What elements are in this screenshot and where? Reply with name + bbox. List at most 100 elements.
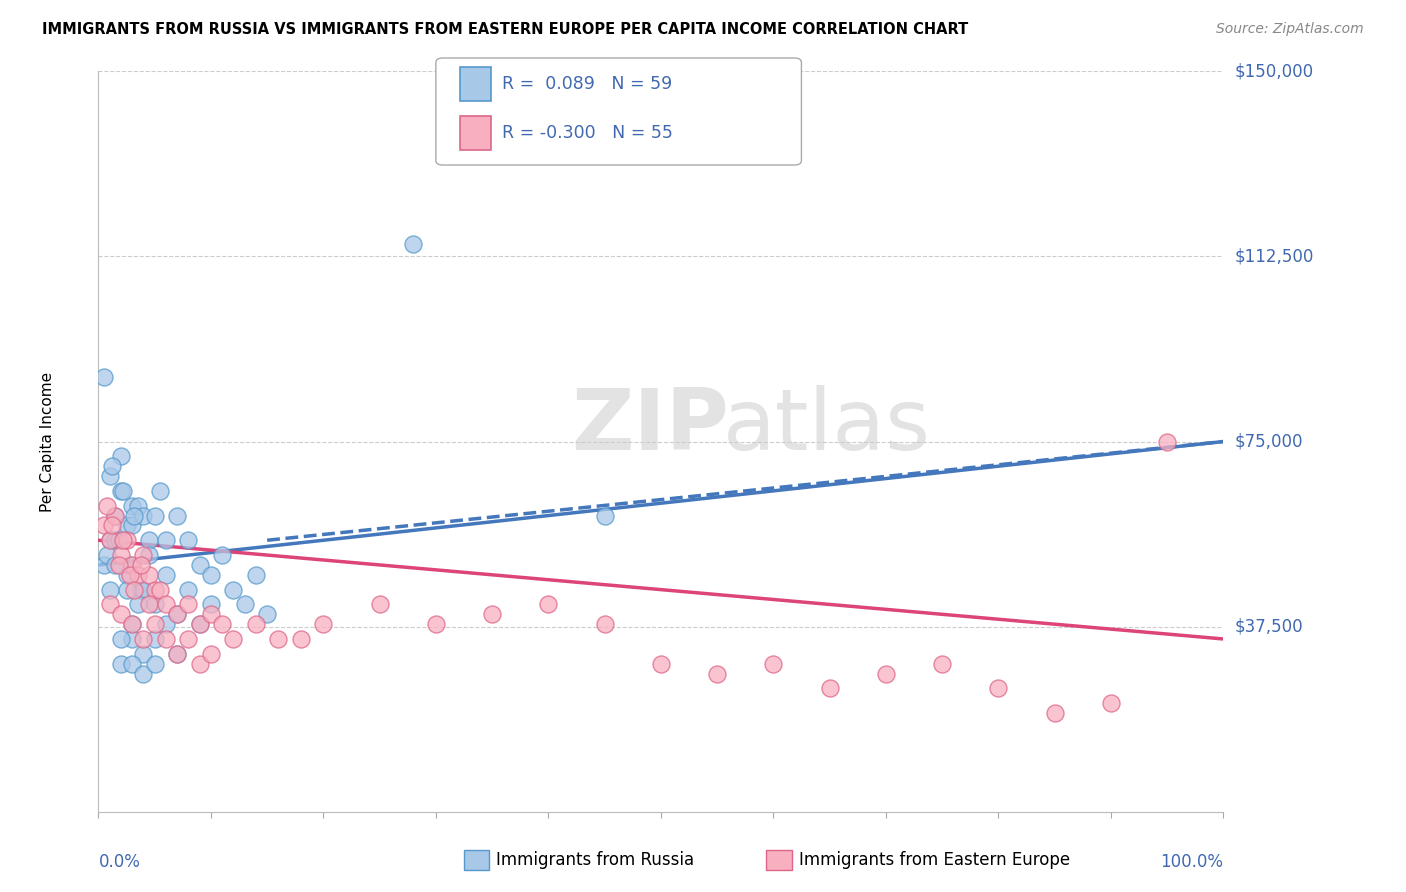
Point <box>129 558 152 572</box>
Point <box>211 617 233 632</box>
Point <box>104 508 127 523</box>
Point <box>121 617 143 632</box>
Point <box>104 558 127 572</box>
Point <box>107 558 129 572</box>
Point <box>706 666 728 681</box>
Point <box>368 598 391 612</box>
Point <box>177 582 200 597</box>
Point <box>96 499 118 513</box>
Point <box>98 469 121 483</box>
Point <box>138 548 160 562</box>
Text: 0.0%: 0.0% <box>98 854 141 871</box>
Point <box>112 483 135 498</box>
Point <box>132 647 155 661</box>
Point <box>138 567 160 582</box>
Point <box>110 450 132 464</box>
Point <box>593 508 616 523</box>
Point <box>155 567 177 582</box>
Point <box>115 518 138 533</box>
Point <box>124 508 146 523</box>
Point <box>233 598 256 612</box>
Point <box>101 518 124 533</box>
Point <box>290 632 312 646</box>
Point <box>177 533 200 548</box>
Point <box>143 598 166 612</box>
Point <box>93 558 115 572</box>
Point <box>188 657 211 671</box>
Point <box>1099 696 1122 710</box>
Text: Per Capita Income: Per Capita Income <box>41 371 55 512</box>
Point <box>650 657 672 671</box>
Point <box>155 617 177 632</box>
Point <box>481 607 503 622</box>
Point <box>267 632 290 646</box>
Point <box>138 533 160 548</box>
Point <box>98 533 121 548</box>
Point <box>115 567 138 582</box>
Point <box>166 647 188 661</box>
Point <box>188 617 211 632</box>
Point <box>107 533 129 548</box>
Point <box>104 533 127 548</box>
Point <box>188 617 211 632</box>
Point <box>121 499 143 513</box>
Point <box>149 582 172 597</box>
Text: $150,000: $150,000 <box>1234 62 1313 80</box>
Point <box>121 617 143 632</box>
Point <box>121 657 143 671</box>
Point <box>143 508 166 523</box>
Point <box>166 508 188 523</box>
Point <box>593 617 616 632</box>
Point <box>98 533 121 548</box>
Point <box>93 370 115 384</box>
Point <box>312 617 335 632</box>
Point <box>104 508 127 523</box>
Text: $75,000: $75,000 <box>1234 433 1303 450</box>
Point <box>245 567 267 582</box>
Text: R =  0.089   N = 59: R = 0.089 N = 59 <box>502 75 672 93</box>
Point <box>98 582 121 597</box>
Point <box>132 508 155 523</box>
Point <box>118 558 141 572</box>
Point <box>132 632 155 646</box>
Point <box>112 533 135 548</box>
Point <box>188 558 211 572</box>
Point <box>222 582 245 597</box>
Text: 100.0%: 100.0% <box>1160 854 1223 871</box>
Point <box>987 681 1010 696</box>
Point <box>124 582 146 597</box>
Point <box>200 647 222 661</box>
Point <box>762 657 785 671</box>
Point <box>110 548 132 562</box>
Point <box>166 607 188 622</box>
Point <box>115 533 138 548</box>
Text: $37,500: $37,500 <box>1234 617 1303 636</box>
Point <box>110 657 132 671</box>
Point <box>93 518 115 533</box>
Point <box>110 632 132 646</box>
Point <box>200 607 222 622</box>
Text: $112,500: $112,500 <box>1234 247 1313 266</box>
Point <box>177 598 200 612</box>
Point <box>818 681 841 696</box>
Point <box>101 459 124 474</box>
Point <box>425 617 447 632</box>
Point <box>245 617 267 632</box>
Point <box>96 548 118 562</box>
Point <box>875 666 897 681</box>
Point <box>143 582 166 597</box>
Point <box>155 632 177 646</box>
Point <box>129 582 152 597</box>
Point <box>127 499 149 513</box>
Text: Immigrants from Russia: Immigrants from Russia <box>496 851 695 869</box>
Point <box>98 598 121 612</box>
Point <box>166 647 188 661</box>
Point <box>537 598 560 612</box>
Point <box>121 518 143 533</box>
Text: Source: ZipAtlas.com: Source: ZipAtlas.com <box>1216 22 1364 37</box>
Point <box>138 598 160 612</box>
Point <box>1156 434 1178 449</box>
Point <box>143 657 166 671</box>
Point <box>155 533 177 548</box>
Point <box>118 567 141 582</box>
